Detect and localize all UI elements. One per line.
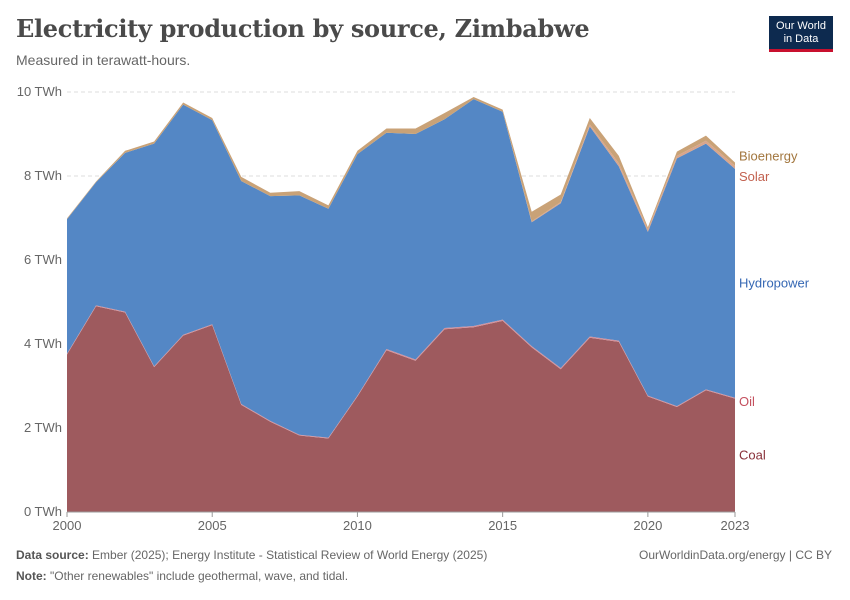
owid-logo[interactable]: Our World in Data (769, 16, 833, 52)
note-line: Note: "Other renewables" include geother… (16, 569, 348, 583)
chart-subtitle: Measured in terawatt-hours. (16, 52, 191, 68)
series-label-oil: Oil (739, 394, 755, 409)
series-label-hydropower: Hydropower (739, 275, 810, 290)
y-tick-label: 6 TWh (24, 252, 62, 267)
y-tick-label: 0 TWh (24, 504, 62, 519)
series-label-bioenergy: Bioenergy (739, 149, 798, 164)
logo-line-1: Our World (776, 20, 826, 32)
x-tick-label: 2023 (721, 518, 750, 533)
x-tick-label: 2010 (343, 518, 372, 533)
data-source-label: Data source: (16, 548, 89, 562)
x-tick-label: 2020 (633, 518, 662, 533)
chart-title: Electricity production by source, Zimbab… (16, 14, 590, 43)
x-tick-label: 2015 (488, 518, 517, 533)
series-label-solar: Solar (739, 169, 770, 184)
x-tick-label: 2005 (198, 518, 227, 533)
logo-line-2: in Data (783, 33, 819, 45)
area-hydropower[interactable] (67, 99, 735, 438)
area-coal[interactable] (67, 306, 735, 512)
x-tick-label: 2000 (53, 518, 82, 533)
data-source-text[interactable]: Ember (2025); Energy Institute - Statist… (92, 548, 488, 562)
y-tick-label: 2 TWh (24, 420, 62, 435)
data-source-line: Data source: Ember (2025); Energy Instit… (16, 548, 487, 562)
note-text: "Other renewables" include geothermal, w… (50, 569, 349, 583)
note-label: Note: (16, 569, 47, 583)
series-label-coal: Coal (739, 447, 766, 462)
credit-link[interactable]: OurWorldinData.org/energy | CC BY (639, 548, 832, 562)
y-tick-label: 8 TWh (24, 168, 62, 183)
y-tick-label: 10 TWh (17, 84, 62, 99)
y-tick-label: 4 TWh (24, 336, 62, 351)
